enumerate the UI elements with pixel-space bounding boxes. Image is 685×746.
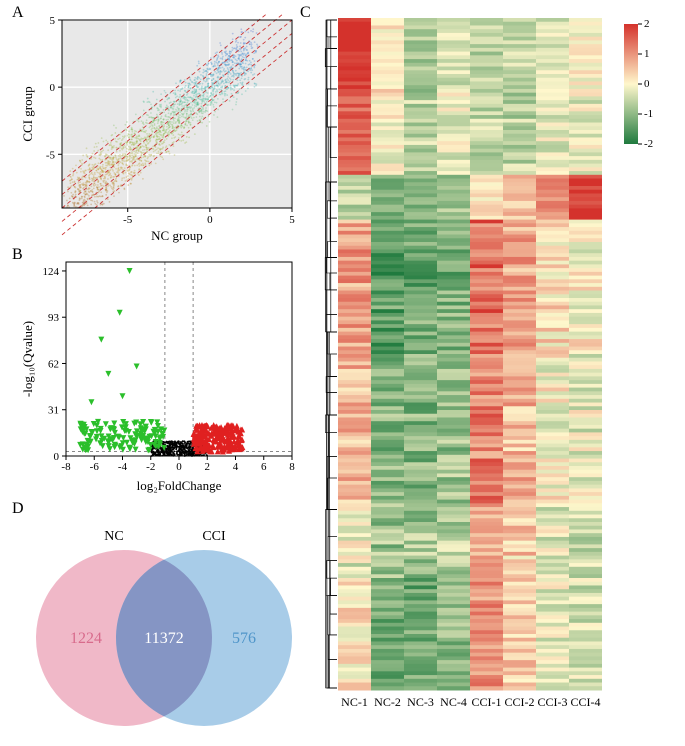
svg-text:NC-1: NC-1 [341, 695, 368, 709]
svg-text:2: 2 [205, 461, 211, 473]
scatter-plot: -5 0 5 -5 0 5 NC group CCI group [18, 14, 298, 244]
svg-text:0: 0 [54, 451, 60, 463]
svg-text:CCI-4: CCI-4 [571, 695, 601, 709]
svg-text:-5: -5 [46, 149, 56, 161]
svg-text:1: 1 [644, 48, 650, 60]
svg-text:NC-4: NC-4 [440, 695, 467, 709]
svg-text:CCI-3: CCI-3 [538, 695, 568, 709]
svg-text:0: 0 [207, 214, 213, 226]
svg-text:CCI-2: CCI-2 [505, 695, 535, 709]
svg-text:6: 6 [261, 461, 267, 473]
svg-text:CCI: CCI [202, 529, 226, 544]
svg-text:2: 2 [644, 18, 650, 30]
svg-text:-6: -6 [90, 461, 100, 473]
svg-text:576: 576 [232, 630, 256, 647]
svg-text:-2: -2 [644, 138, 653, 150]
svg-text:124: 124 [43, 266, 60, 278]
svg-text:1224: 1224 [70, 630, 102, 647]
svg-text:62: 62 [48, 358, 59, 370]
svg-text:4: 4 [233, 461, 239, 473]
svg-text:31: 31 [48, 405, 59, 417]
svg-text:NC: NC [104, 529, 123, 544]
svg-text:0: 0 [644, 78, 650, 90]
svg-text:-1: -1 [644, 108, 653, 120]
volcano-plot: -8 -6 -4 -2 0 2 4 6 8 0 31 62 93 124 log₂FoldChange -lo… [18, 256, 298, 496]
svg-text:CCI group: CCI group [20, 86, 35, 141]
svg-text:NC-2: NC-2 [374, 695, 401, 709]
svg-text:-2: -2 [146, 461, 155, 473]
svg-text:0: 0 [176, 461, 182, 473]
svg-text:NC-3: NC-3 [407, 695, 434, 709]
svg-text:-8: -8 [61, 461, 71, 473]
svg-text:8: 8 [289, 461, 295, 473]
svg-text:log₂FoldChange: log₂FoldChange [137, 478, 222, 493]
svg-text:NC group: NC group [151, 228, 203, 243]
venn-diagram: NC CCI 1224 576 11372 [12, 498, 302, 738]
svg-text:-4: -4 [118, 461, 128, 473]
svg-text:5: 5 [50, 15, 56, 27]
svg-text:CCI-1: CCI-1 [472, 695, 502, 709]
svg-text:-log₁₀(Qvalue): -log₁₀(Qvalue) [20, 321, 35, 397]
svg-text:5: 5 [289, 214, 295, 226]
heatmap: NC-1 NC-2 NC-3 NC-4 CCI-1CCI-2CCI-3CCI-4 -2 -… [302, 14, 677, 734]
svg-text:-5: -5 [123, 214, 133, 226]
svg-text:0: 0 [50, 82, 56, 94]
svg-text:93: 93 [48, 312, 60, 324]
svg-text:11372: 11372 [144, 630, 183, 647]
